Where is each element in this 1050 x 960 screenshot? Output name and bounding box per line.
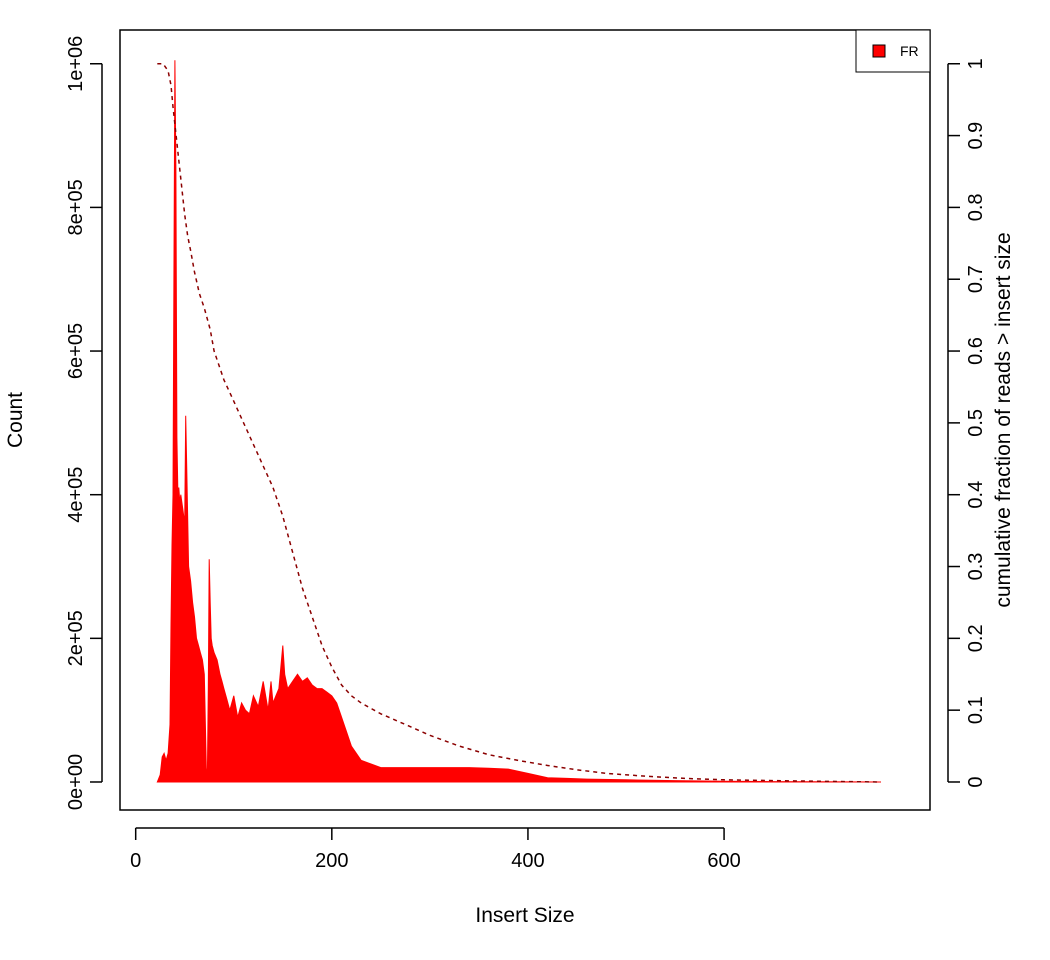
y2-tick-label: 0.1 bbox=[965, 696, 987, 724]
cumulative-fraction-line bbox=[157, 63, 882, 783]
cumulative-line-layer bbox=[157, 63, 882, 783]
x-tick-label: 600 bbox=[707, 850, 740, 872]
legend-label-fr: FR bbox=[900, 43, 919, 59]
x-tick-label: 400 bbox=[511, 850, 544, 872]
legend: FR bbox=[855, 29, 931, 73]
legend-box bbox=[855, 29, 931, 73]
legend-swatch-fr bbox=[872, 44, 886, 58]
y2-tick-label: 0.4 bbox=[965, 481, 987, 509]
x-tick-label: 0 bbox=[130, 850, 141, 872]
y-tick-label: 4e+05 bbox=[65, 467, 87, 523]
y2-tick-label: 0.9 bbox=[965, 122, 987, 150]
y2-tick-label: 0.8 bbox=[965, 193, 987, 221]
y-tick-label: 2e+05 bbox=[65, 610, 87, 666]
y-tick-label: 8e+05 bbox=[65, 179, 87, 235]
y2-tick-label: 0.7 bbox=[965, 265, 987, 293]
y2-tick-label: 0.6 bbox=[965, 337, 987, 365]
y2-tick-label: 0.5 bbox=[965, 409, 987, 437]
y2-tick-label: 0.2 bbox=[965, 624, 987, 652]
y2-tick-label: 1 bbox=[965, 58, 987, 69]
plot-frame bbox=[119, 29, 931, 811]
histogram-layer bbox=[156, 60, 882, 783]
y2-tick-label: 0.3 bbox=[965, 553, 987, 581]
y-tick-label: 6e+05 bbox=[65, 323, 87, 379]
x-axis-title: Insert Size bbox=[475, 904, 574, 927]
y-axis-title: Count bbox=[4, 392, 27, 448]
y2-tick-label: 0 bbox=[965, 776, 987, 787]
histogram-fr bbox=[156, 60, 882, 783]
x-tick-label: 200 bbox=[315, 850, 348, 872]
y-tick-label: 0e+00 bbox=[65, 754, 87, 810]
y-tick-label: 1e+06 bbox=[65, 36, 87, 92]
axes-layer: 0 200 400 600 0e+00 2e+05 4e+05 6e+05 8e+05 1e+06… bbox=[65, 36, 987, 872]
y2-axis-title: cumulative fraction of reads > insert si… bbox=[992, 232, 1015, 607]
